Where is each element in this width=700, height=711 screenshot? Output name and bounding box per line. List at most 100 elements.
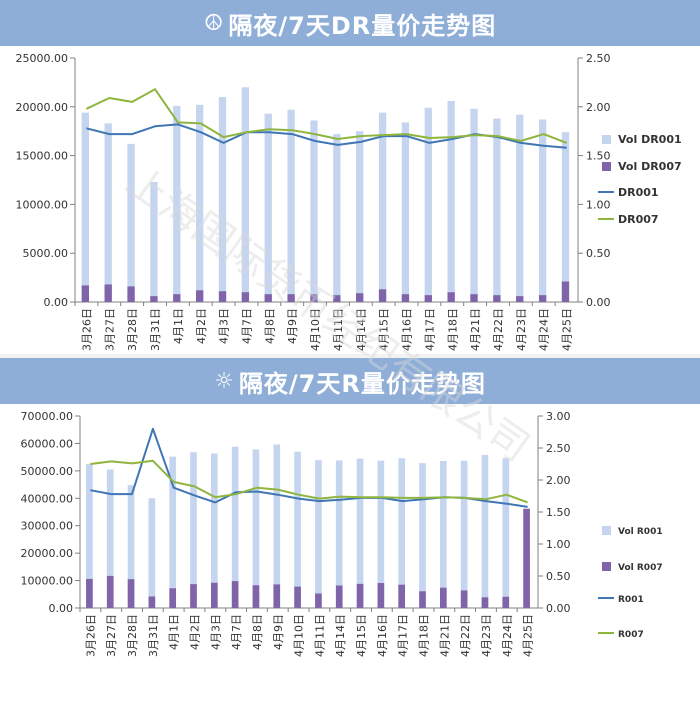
bar-vol-dr007 xyxy=(424,295,432,302)
bar-vol-dr007 xyxy=(538,295,547,302)
bar-vol-r001 xyxy=(190,452,197,608)
chart1-title-banner: ☮ 隔夜/7天DR量价走势图 xyxy=(0,0,700,46)
bar-vol-r001 xyxy=(273,444,281,608)
right-tick-label: 1.00 xyxy=(546,538,571,551)
right-tick-label: 0.00 xyxy=(586,296,611,309)
x-tick-label: 4月24日 xyxy=(538,308,551,351)
left-tick-label: 15000.00 xyxy=(16,150,69,163)
bar-vol-dr001 xyxy=(378,112,387,302)
bar-vol-dr001 xyxy=(195,104,204,303)
bar-vol-r007 xyxy=(273,584,281,608)
bar-vol-dr001 xyxy=(264,113,272,302)
left-tick-label: 25000.00 xyxy=(16,52,69,65)
bar-vol-r007 xyxy=(439,587,447,608)
x-tick-label: 3月31日 xyxy=(149,308,162,351)
bar-vol-r001 xyxy=(231,446,239,608)
x-tick-label: 4月17日 xyxy=(423,308,436,351)
bar-vol-r001 xyxy=(460,460,468,608)
x-tick-label: 4月11日 xyxy=(313,614,326,657)
legend-label: Vol DR001 xyxy=(618,133,682,146)
bar-vol-r001 xyxy=(252,449,260,608)
legend-swatch xyxy=(602,562,611,571)
bar-vol-r001 xyxy=(148,498,156,608)
bar-vol-dr001 xyxy=(218,97,227,302)
bar-vol-dr001 xyxy=(424,107,432,302)
bar-vol-dr007 xyxy=(150,296,158,302)
bar-vol-dr007 xyxy=(287,294,295,302)
x-tick-label: 4月2日 xyxy=(195,308,208,344)
legend-swatch xyxy=(602,162,611,171)
bar-vol-r007 xyxy=(210,582,218,608)
x-tick-label: 4月7日 xyxy=(240,308,253,344)
x-tick-label: 4月22日 xyxy=(492,308,505,351)
bar-vol-r007 xyxy=(356,583,364,608)
bar-vol-dr007 xyxy=(561,281,570,302)
x-tick-label: 4月25日 xyxy=(561,308,574,351)
bar-vol-dr007 xyxy=(470,294,478,302)
bar-vol-r007 xyxy=(127,579,135,608)
legend-label: Vol R007 xyxy=(618,563,663,573)
bar-vol-dr007 xyxy=(241,292,250,302)
x-tick-label: 4月25日 xyxy=(522,614,535,657)
right-tick-label: 0.00 xyxy=(546,602,571,615)
bar-vol-r007 xyxy=(86,578,93,608)
left-tick-label: 60000.00 xyxy=(21,437,74,450)
bar-vol-r001 xyxy=(439,460,447,608)
bar-vol-dr001 xyxy=(447,100,455,302)
bar-vol-r007 xyxy=(106,575,114,608)
bar-vol-r007 xyxy=(481,597,489,608)
x-tick-label: 4月22日 xyxy=(459,614,472,657)
x-tick-label: 4月8日 xyxy=(251,614,264,650)
bar-vol-dr001 xyxy=(561,132,570,302)
x-tick-label: 4月21日 xyxy=(469,308,482,351)
bar-vol-r001 xyxy=(127,485,135,608)
right-tick-label: 0.50 xyxy=(586,247,611,260)
bar-vol-dr007 xyxy=(447,292,455,302)
left-tick-label: 10000.00 xyxy=(16,198,69,211)
bar-vol-r001 xyxy=(481,454,489,608)
bar-vol-r007 xyxy=(294,586,301,608)
legend-label: R007 xyxy=(618,630,644,640)
x-tick-label: 3月26日 xyxy=(80,308,93,351)
bar-vol-dr001 xyxy=(470,108,478,302)
bar-vol-r007 xyxy=(460,590,468,608)
left-tick-label: 70000.00 xyxy=(21,410,74,423)
bar-vol-dr001 xyxy=(516,114,524,302)
bar-vol-r001 xyxy=(502,458,510,608)
x-tick-label: 3月28日 xyxy=(126,614,139,657)
chart2-title-banner: ☼ 隔夜/7天R量价走势图 xyxy=(0,358,700,404)
bar-vol-dr001 xyxy=(241,87,250,302)
bar-vol-dr007 xyxy=(104,284,112,302)
chart1-svg: 0.00 5000.00 10000.00 15000.00 20000.00 25000… xyxy=(16,52,682,351)
bar-vol-dr001 xyxy=(401,122,410,302)
bar-vol-dr001 xyxy=(356,131,364,302)
bar-vol-r001 xyxy=(377,460,385,608)
x-tick-label: 3月31日 xyxy=(147,614,160,657)
legend-label: Vol DR007 xyxy=(618,160,682,173)
bar-vol-dr007 xyxy=(218,291,227,302)
legend-swatch xyxy=(602,526,611,535)
x-tick-label: 4月8日 xyxy=(263,308,276,344)
x-tick-label: 4月7日 xyxy=(230,614,243,650)
right-tick-label: 2.50 xyxy=(586,52,611,65)
bar-vol-dr001 xyxy=(493,118,501,303)
x-tick-label: 3月27日 xyxy=(105,614,118,657)
left-tick-label: 20000.00 xyxy=(21,547,74,560)
right-tick-label: 2.50 xyxy=(546,442,571,455)
bar-vol-dr001 xyxy=(104,123,112,302)
bar-vol-dr001 xyxy=(150,181,158,302)
bar-vol-r007 xyxy=(169,588,177,608)
left-tick-label: 5000.00 xyxy=(23,247,69,260)
bar-vol-r007 xyxy=(315,593,322,608)
x-tick-label: 4月23日 xyxy=(480,614,493,657)
x-tick-label: 3月27日 xyxy=(103,308,116,351)
x-tick-label: 4月24日 xyxy=(501,614,514,657)
bar-vol-dr007 xyxy=(173,294,181,302)
legend-label: DR007 xyxy=(618,213,659,226)
x-tick-label: 4月9日 xyxy=(272,614,285,650)
bar-vol-r001 xyxy=(86,464,93,608)
bar-vol-dr007 xyxy=(310,294,318,302)
bar-vol-r007 xyxy=(335,585,343,608)
bar-vol-r001 xyxy=(169,456,177,608)
bar-vol-dr001 xyxy=(310,120,318,303)
